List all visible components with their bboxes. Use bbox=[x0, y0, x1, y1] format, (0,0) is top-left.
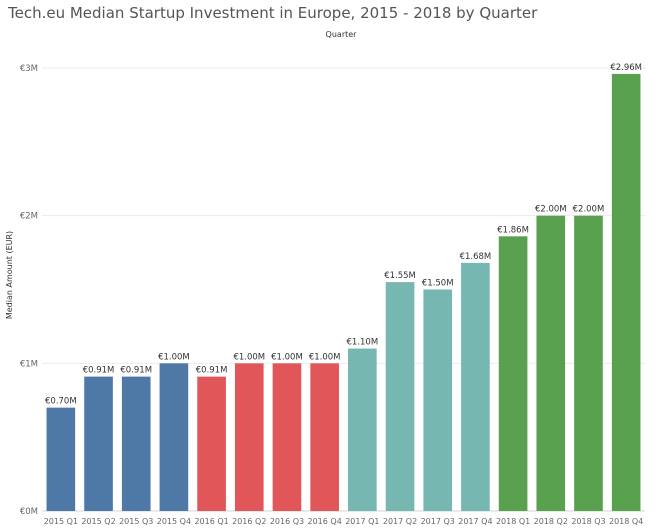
y-tick-label: €3M bbox=[20, 64, 38, 74]
bar-value-label: €2.00M bbox=[535, 205, 567, 215]
bar[interactable] bbox=[46, 407, 76, 511]
label-layer: €0M €1M €2M €3M €0.70M 2015 Q1 €0.91M 2015 Q2 €0… bbox=[20, 63, 643, 526]
y-tick-label: €2M bbox=[20, 212, 38, 222]
bar-value-label: €0.70M bbox=[45, 397, 77, 407]
x-tick-label: 2018 Q4 bbox=[609, 517, 643, 526]
bar-value-label: €0.91M bbox=[196, 366, 228, 376]
x-tick-label: 2017 Q3 bbox=[421, 517, 455, 526]
y-axis-title: Median Amount (EUR) bbox=[5, 231, 14, 319]
column-header: Quarter bbox=[326, 30, 358, 39]
x-tick-label: 2015 Q1 bbox=[44, 517, 78, 526]
bar-value-label: €1.00M bbox=[158, 352, 190, 362]
x-tick-label: 2017 Q2 bbox=[383, 517, 417, 526]
bar-value-label: €1.55M bbox=[384, 271, 416, 281]
x-tick-label: 2018 Q1 bbox=[496, 517, 530, 526]
x-tick-label: 2018 Q3 bbox=[571, 517, 605, 526]
x-tick-label: 2017 Q4 bbox=[458, 517, 492, 526]
bar[interactable] bbox=[121, 376, 151, 511]
x-tick-label: 2017 Q1 bbox=[345, 517, 379, 526]
bar[interactable] bbox=[310, 363, 339, 511]
bar[interactable] bbox=[574, 215, 603, 511]
bar-value-label: €2.00M bbox=[573, 205, 605, 215]
bar-value-label: €1.00M bbox=[309, 352, 341, 362]
x-tick-label: 2016 Q1 bbox=[194, 517, 228, 526]
bar-value-label: €1.00M bbox=[233, 352, 265, 362]
chart-title: Tech.eu Median Startup Investment in Eur… bbox=[8, 4, 538, 22]
x-tick-label: 2015 Q4 bbox=[157, 517, 191, 526]
bar[interactable] bbox=[461, 262, 490, 511]
bar[interactable] bbox=[197, 376, 226, 511]
bar[interactable] bbox=[234, 363, 264, 511]
y-tick-label: €0M bbox=[20, 507, 38, 517]
bar[interactable] bbox=[348, 348, 377, 511]
x-tick-label: 2015 Q2 bbox=[81, 517, 115, 526]
bar-value-label: €1.50M bbox=[422, 279, 454, 289]
x-tick-label: 2016 Q3 bbox=[270, 517, 304, 526]
bar-value-label: €2.96M bbox=[610, 63, 642, 73]
bar[interactable] bbox=[423, 289, 453, 512]
bar[interactable] bbox=[536, 215, 566, 511]
y-tick-label: €1M bbox=[20, 359, 38, 369]
x-tick-label: 2016 Q2 bbox=[232, 517, 266, 526]
bar[interactable] bbox=[159, 363, 189, 511]
bar[interactable] bbox=[84, 376, 113, 511]
bar-value-label: €1.68M bbox=[460, 252, 492, 262]
bar[interactable] bbox=[385, 282, 415, 511]
bar-value-label: €0.91M bbox=[83, 366, 115, 376]
x-tick-label: 2016 Q4 bbox=[308, 517, 342, 526]
bar[interactable] bbox=[272, 363, 302, 511]
x-tick-label: 2015 Q3 bbox=[119, 517, 153, 526]
x-tick-label: 2018 Q2 bbox=[534, 517, 568, 526]
bar[interactable] bbox=[611, 73, 641, 511]
bar-value-label: €0.91M bbox=[120, 366, 152, 376]
bar-value-label: €1.86M bbox=[497, 225, 529, 235]
bar[interactable] bbox=[498, 236, 528, 511]
bar-value-label: €1.10M bbox=[347, 338, 379, 348]
bar-layer bbox=[46, 73, 641, 512]
bar-value-label: €1.00M bbox=[271, 352, 303, 362]
